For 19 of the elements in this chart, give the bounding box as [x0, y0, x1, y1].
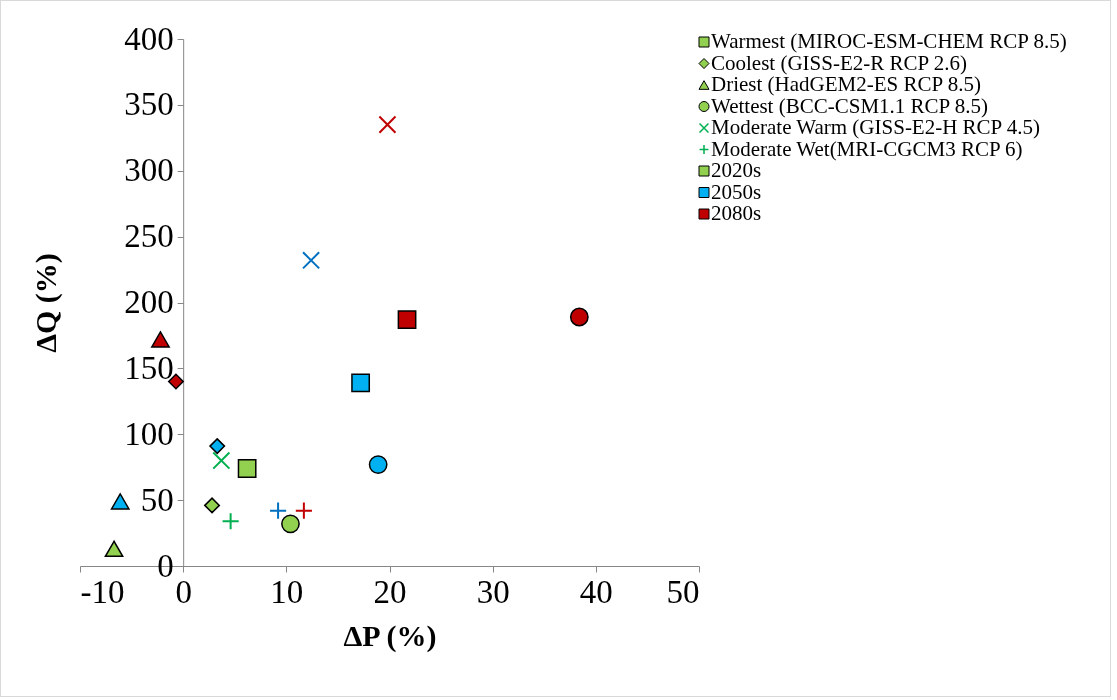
legend-label: 2080s — [711, 201, 762, 226]
y-axis-title: ΔQ (%) — [29, 253, 64, 353]
x-tick-label: 30 — [476, 573, 510, 610]
y-tick-label: 0 — [157, 547, 174, 584]
x-tick-label: 50 — [666, 573, 700, 610]
x-tick-label: 40 — [579, 573, 613, 610]
x-tick-label: 20 — [373, 573, 407, 610]
y-tick-label: 250 — [124, 218, 174, 255]
y-tick-label: 350 — [124, 86, 174, 123]
y-tick-label: 200 — [124, 284, 174, 320]
x-tick-label: -10 — [80, 573, 125, 610]
x-tick-label: 10 — [270, 573, 304, 610]
y-tick-label: 400 — [124, 20, 174, 57]
y-tick-label: 300 — [124, 152, 174, 189]
y-tick-label: 50 — [140, 481, 174, 518]
y-tick-label: 150 — [124, 349, 174, 386]
y-tick-label: 100 — [124, 415, 174, 452]
legend-label: Warmest (MIROC-ESM-CHEM RCP 8.5) — [711, 29, 1067, 54]
x-axis-title: ΔP (%) — [343, 618, 437, 653]
